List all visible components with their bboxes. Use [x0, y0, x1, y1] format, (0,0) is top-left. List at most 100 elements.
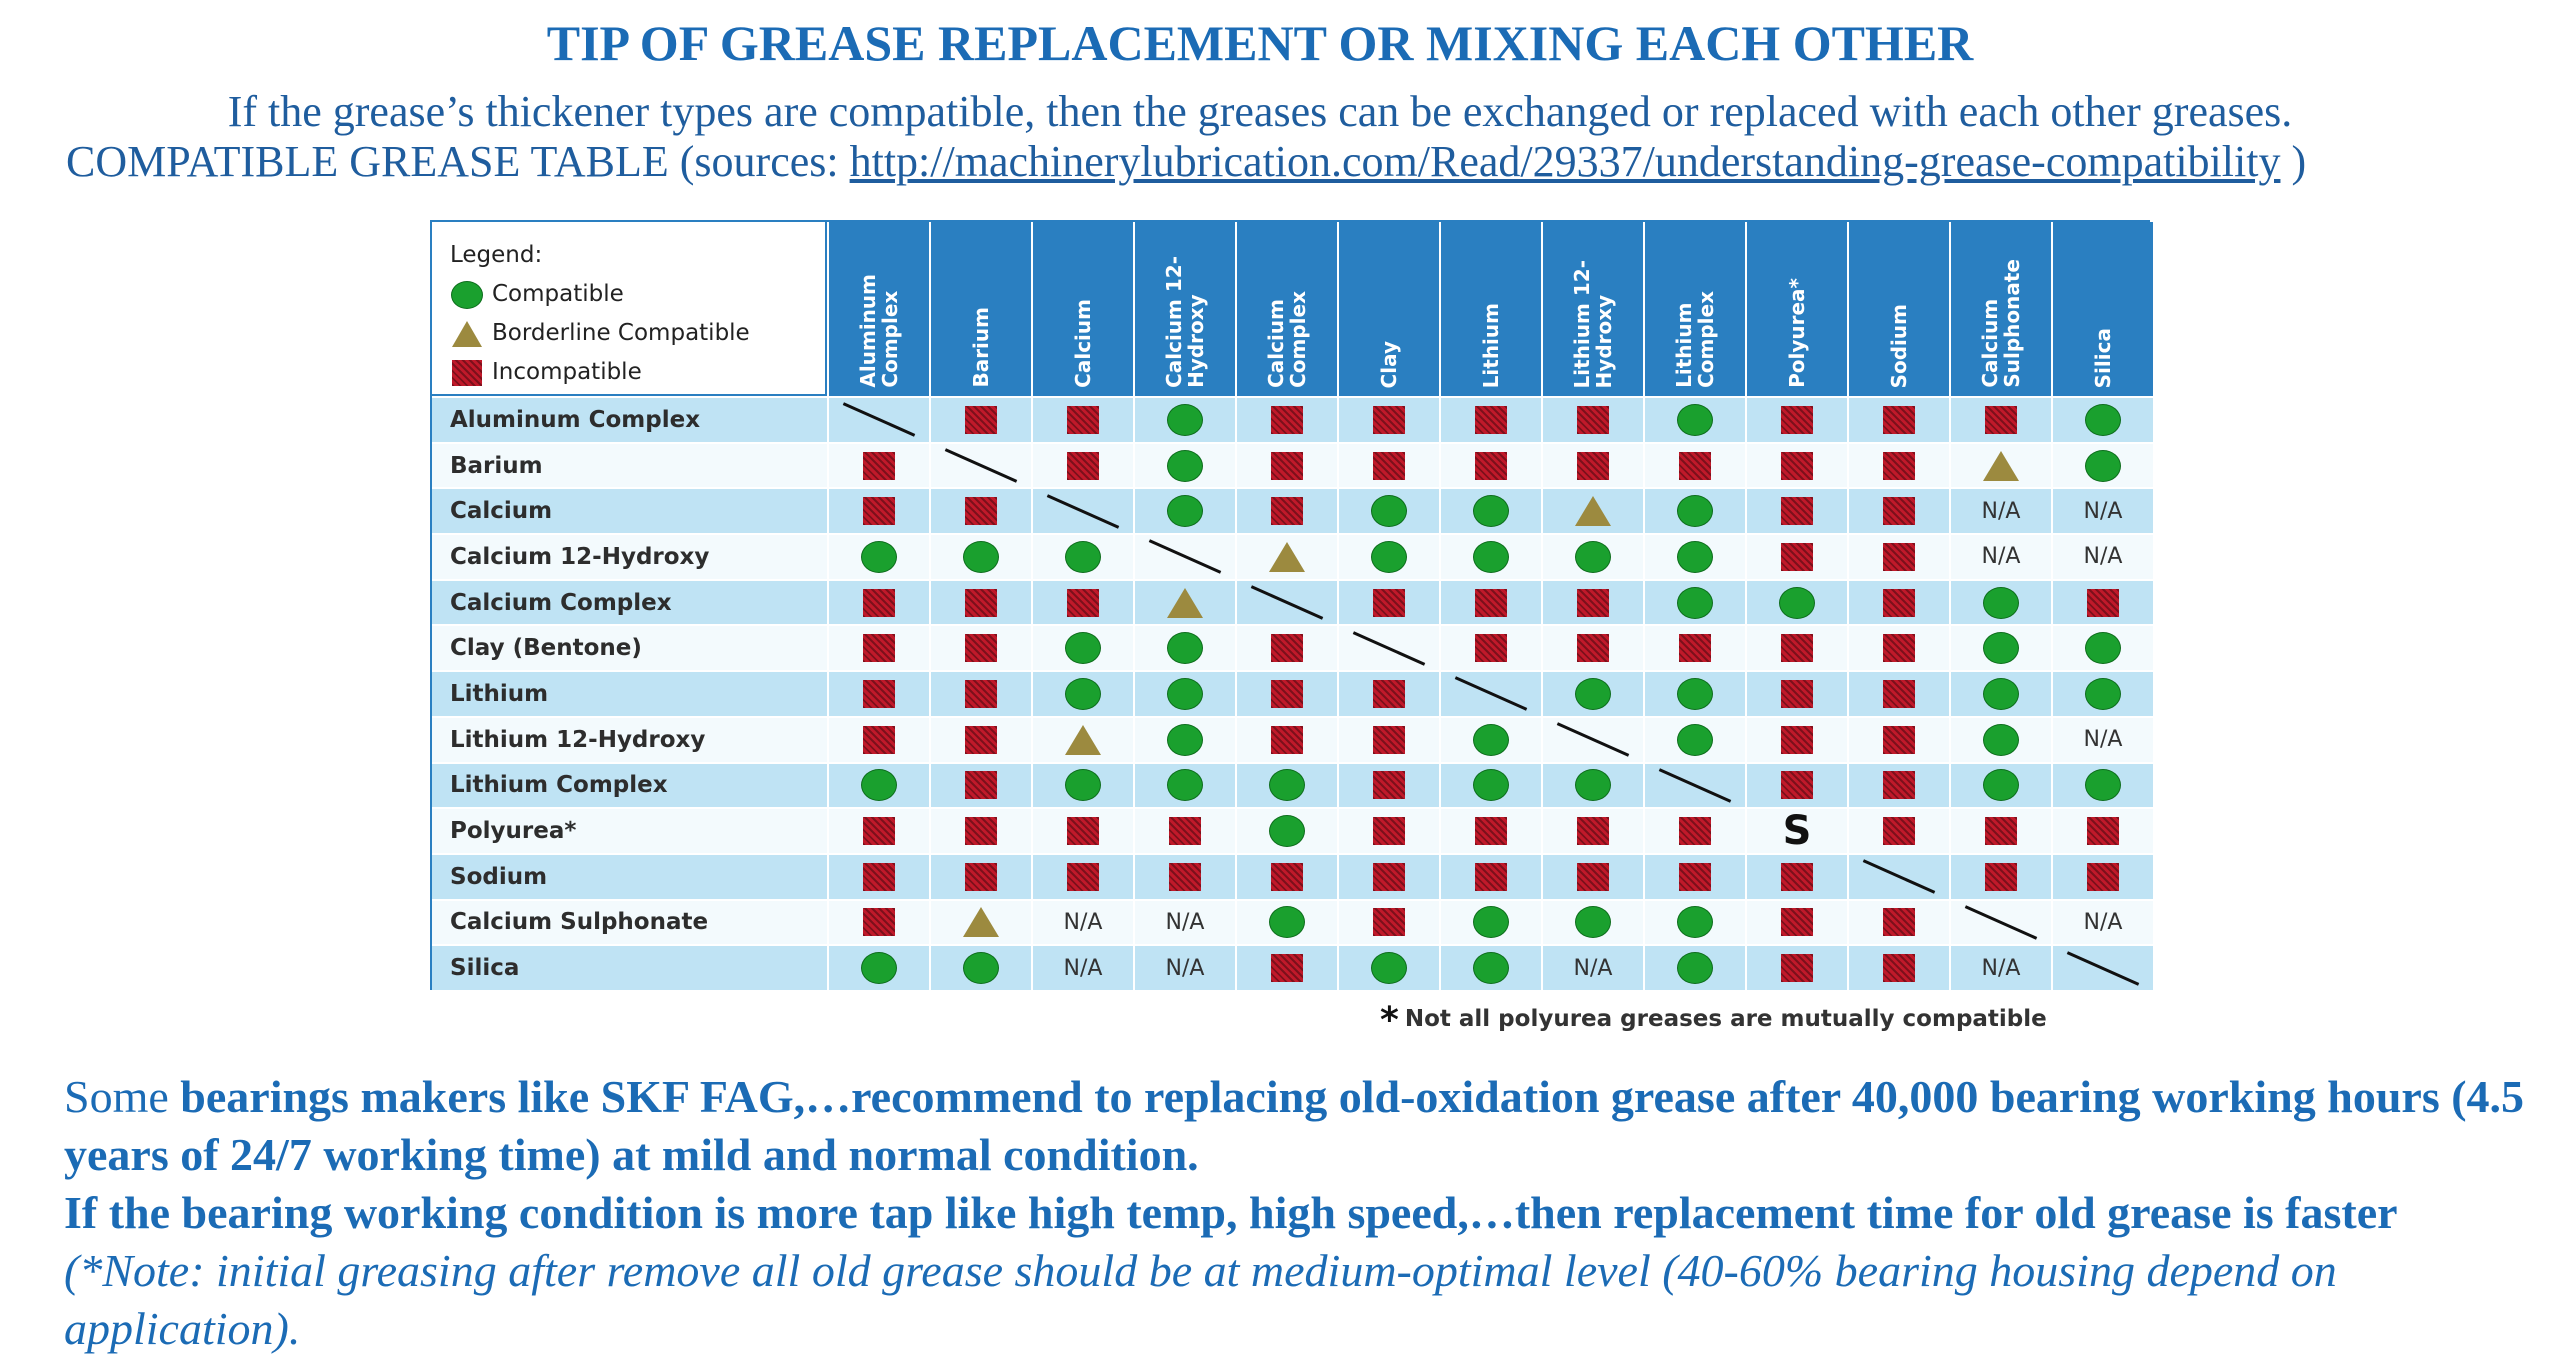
table-cell [1031, 441, 1133, 488]
diagonal-slash-icon [1046, 493, 1120, 529]
incompatible-square-icon [1781, 954, 1813, 983]
compatible-circle-icon [2085, 632, 2121, 665]
na-label: N/A [1981, 498, 2021, 524]
compatible-circle-icon [1473, 952, 1509, 985]
compatible-circle-icon [1167, 632, 1203, 665]
row-header: Calcium Sulphonate [432, 898, 827, 945]
table-cell [1745, 624, 1847, 671]
incompatible-square-icon [1475, 588, 1507, 617]
row-header: Barium [432, 441, 827, 488]
legend-borderline: Borderline Compatible [450, 314, 825, 353]
table-cell [1643, 441, 1745, 488]
table-cell [1031, 578, 1133, 625]
compatible-circle-icon [1779, 586, 1815, 619]
compatible-circle-icon [1269, 906, 1305, 939]
compatible-circle-icon [1065, 540, 1101, 573]
column-header: Clay [1337, 222, 1439, 396]
table-cell [1541, 852, 1643, 899]
table-cell [1541, 715, 1643, 762]
incompatible-square-icon [1679, 862, 1711, 891]
incompatible-square-icon [965, 862, 997, 891]
table-cell [1949, 852, 2051, 899]
table-cell: N/A [1949, 533, 2051, 579]
table-source-line: COMPATIBLE GREASE TABLE (sources: http:/… [66, 136, 2546, 187]
table-cell [2051, 396, 2153, 442]
table-cell [1643, 578, 1745, 625]
incompatible-square-icon [1271, 679, 1303, 708]
compatible-circle-icon [1575, 540, 1611, 573]
compatible-circle-icon [1371, 540, 1407, 573]
table-cell [929, 670, 1031, 716]
column-header-label: Polyurea* [1785, 278, 1809, 388]
compatible-circle-icon [1983, 632, 2019, 665]
table-cell [1847, 441, 1949, 488]
source-prefix: COMPATIBLE GREASE TABLE (sources: [66, 137, 850, 186]
table-cell [1133, 487, 1235, 534]
table-cell [1133, 852, 1235, 899]
table-cell [1847, 761, 1949, 808]
compatible-circle-icon [1167, 495, 1203, 528]
compatible-circle-icon [1371, 952, 1407, 985]
table-cell [1541, 441, 1643, 488]
incompatible-square-icon [965, 817, 997, 846]
incompatible-square-icon [1373, 405, 1405, 434]
incompatible-square-icon [1475, 451, 1507, 480]
compatible-circle-icon [861, 952, 897, 985]
table-cell [1541, 898, 1643, 945]
column-header: Barium [929, 222, 1031, 396]
table-cell [1031, 670, 1133, 716]
table-cell [827, 533, 929, 579]
table-cell [1031, 807, 1133, 853]
table-cell [929, 578, 1031, 625]
borderline-triangle-icon [452, 320, 482, 347]
table-cell [1133, 715, 1235, 762]
table-cell [2051, 441, 2153, 488]
borderline-triangle-icon [1983, 450, 2019, 481]
incompatible-square-icon [1067, 451, 1099, 480]
incompatible-square-icon [1577, 588, 1609, 617]
table-cell [1133, 807, 1235, 853]
compatible-circle-icon [1575, 677, 1611, 710]
incompatible-square-icon [863, 497, 895, 526]
table-cell [1541, 487, 1643, 534]
table-cell: N/A [2051, 533, 2153, 579]
compatible-circle-icon [1473, 769, 1509, 802]
column-header-label: Barium [969, 307, 993, 388]
incompatible-square-icon [1679, 451, 1711, 480]
source-link[interactable]: http://machinerylubrication.com/Read/293… [849, 137, 2281, 186]
incompatible-square-icon [1883, 679, 1915, 708]
table-cell [2051, 670, 2153, 716]
table-cell [827, 761, 929, 808]
compatible-circle-icon [1065, 677, 1101, 710]
table-cell: N/A [2051, 898, 2153, 945]
polyurea-footnote: * Not all polyurea greases are mutually c… [1380, 1000, 2047, 1041]
table-cell [827, 396, 929, 442]
row-header: Silica [432, 944, 827, 990]
table-cell [2051, 578, 2153, 625]
table-cell [1439, 944, 1541, 990]
incompatible-square-icon [863, 451, 895, 480]
compatible-circle-icon [1677, 723, 1713, 756]
borderline-triangle-icon [963, 907, 999, 938]
incompatible-square-icon [1781, 405, 1813, 434]
compatible-circle-icon [2085, 769, 2121, 802]
table-cell [1847, 533, 1949, 579]
table-cell [929, 624, 1031, 671]
table-cell [1235, 396, 1337, 442]
incompatible-square-icon [965, 588, 997, 617]
table-cell [1337, 624, 1439, 671]
table-cell [1745, 441, 1847, 488]
table-cell [1439, 670, 1541, 716]
diagonal-slash-icon [1454, 676, 1528, 712]
table-cell [1337, 715, 1439, 762]
diagonal-slash-icon [2066, 950, 2140, 986]
table-cell [1235, 807, 1337, 853]
table-cell [827, 441, 929, 488]
incompatible-square-icon [1883, 497, 1915, 526]
row-header: Lithium [432, 670, 827, 716]
incompatible-square-icon [1373, 725, 1405, 754]
table-cell [929, 441, 1031, 488]
incompatible-square-icon [1781, 725, 1813, 754]
incompatible-square-icon [1373, 817, 1405, 846]
table-cell [1337, 670, 1439, 716]
